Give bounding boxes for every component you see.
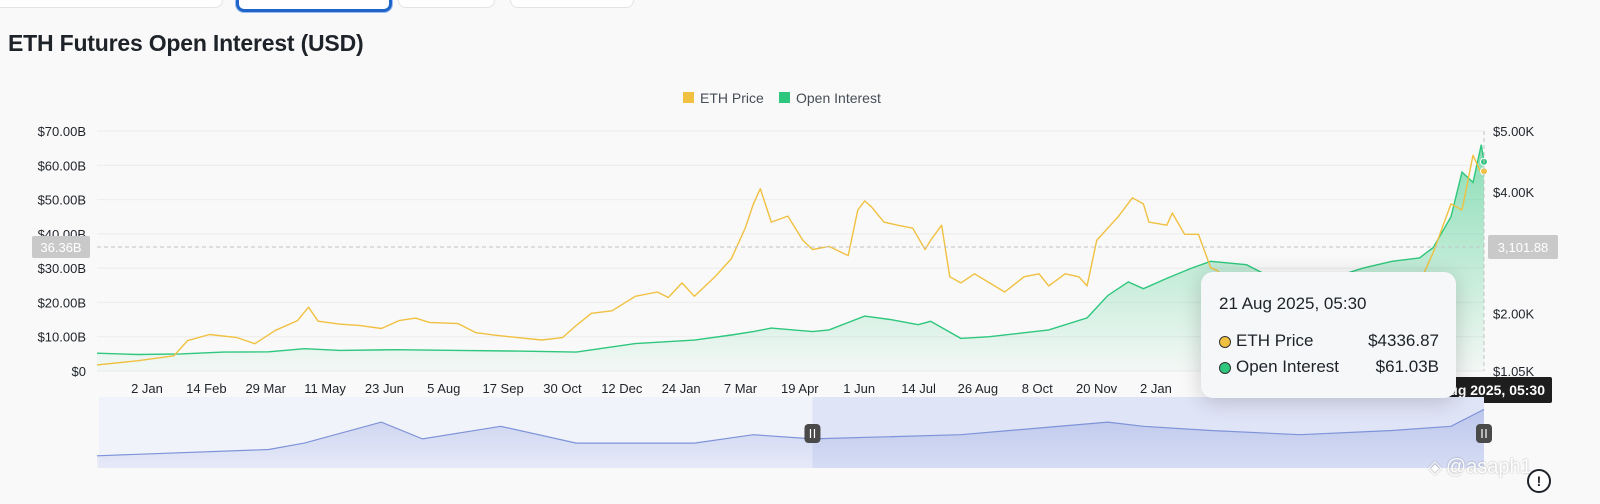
tooltip-value-open-interest: $61.03B — [1375, 357, 1439, 376]
watermark-text: @asaph1 — [1445, 456, 1532, 478]
left-tick-20-00b: $20.00B — [38, 295, 86, 310]
legend-eth-price: ETH Price — [700, 90, 764, 106]
x-tick-8-oct-15: 8 Oct — [1022, 381, 1053, 396]
right-tick-5-00k: $5.00K — [1493, 124, 1535, 139]
x-tick-23-jun-4: 23 Jun — [365, 381, 404, 396]
info-icon[interactable]: ! — [1527, 469, 1551, 493]
x-tick-7-mar-10: 7 Mar — [724, 381, 758, 396]
right-tick-4-00k: $4.00K — [1493, 185, 1535, 200]
legend-swatch-eth-price — [683, 92, 694, 103]
legend: ETH Price Open Interest — [683, 90, 881, 106]
x-tick-30-oct-7: 30 Oct — [543, 381, 582, 396]
tooltip: 21 Aug 2025, 05:30 ETH Price $4336.87 Op… — [1201, 272, 1456, 398]
x-tick-2-jan-17: 2 Jan — [1140, 381, 1172, 396]
page-title: ETH Futures Open Interest (USD) — [8, 30, 364, 56]
navigator-left-handle[interactable] — [804, 424, 821, 443]
open-interest-dot — [1219, 362, 1231, 374]
left-tick-30-00b: $30.00B — [38, 261, 86, 276]
watermark: ◈ @asaph1 — [1428, 456, 1532, 479]
tooltip-label-eth-price: ETH Price — [1236, 331, 1314, 350]
open-interest-area — [97, 144, 1484, 371]
navigator — [96, 397, 1492, 468]
left-y-axis: $0$10.00B$20.00B$30.00B$40.00B$50.00B$60… — [38, 124, 86, 379]
x-tick-1-jun-12: 1 Jun — [843, 381, 875, 396]
x-tick-14-jul-13: 14 Jul — [901, 381, 936, 396]
crosshair-left-label-bg — [32, 236, 90, 258]
right-tick-2-00k: $2.00K — [1493, 306, 1535, 321]
left-tick-60-00b: $60.00B — [38, 158, 86, 173]
x-tick-12-dec-8: 12 Dec — [601, 381, 643, 396]
x-tick-2-jan-0: 2 Jan — [131, 381, 163, 396]
legend-open-interest: Open Interest — [796, 90, 881, 106]
x-tick-11-may-3: 11 May — [304, 381, 346, 396]
x-tick-24-jan-9: 24 Jan — [662, 381, 701, 396]
left-tick-10-00b: $10.00B — [38, 330, 86, 345]
tooltip-time: 21 Aug 2025, 05:30 — [1219, 294, 1367, 313]
x-tick-26-aug-14: 26 Aug — [958, 381, 999, 396]
crosshair-right-label: 3,101.88 — [1498, 240, 1549, 255]
eth-price-dot — [1219, 336, 1231, 348]
navigator-right-handle[interactable] — [1476, 424, 1492, 443]
open-interest-line — [96, 144, 1485, 356]
tooltip-row-eth-price: ETH Price $4336.87 — [1219, 331, 1439, 353]
left-tick-50-00b: $50.00B — [38, 193, 86, 208]
crosshair-right-label-bg — [1488, 235, 1558, 259]
left-tick-70-00b: $70.00B — [38, 124, 86, 139]
crosshair-left-label: 36.36B — [40, 240, 81, 255]
x-tick-14-feb-1: 14 Feb — [186, 381, 226, 396]
right-tick-1-05k: $1.05K — [1493, 364, 1535, 379]
tooltip-row-open-interest: Open Interest $61.03B — [1219, 357, 1439, 379]
x-tick-5-aug-5: 5 Aug — [427, 381, 460, 396]
tooltip-value-eth-price: $4336.87 — [1368, 331, 1439, 350]
x-tick-19-apr-11: 19 Apr — [781, 381, 819, 396]
binance-logo-icon: ◈ — [1428, 457, 1442, 477]
legend-swatch-open-interest — [779, 92, 790, 103]
x-tick-17-sep-6: 17 Sep — [482, 381, 523, 396]
tooltip-label-open-interest: Open Interest — [1236, 357, 1340, 376]
top-tab-active[interactable] — [236, 0, 392, 12]
x-tick-29-mar-2: 29 Mar — [245, 381, 286, 396]
navigator-area — [97, 409, 1484, 468]
x-tick-20-nov-16: 20 Nov — [1076, 381, 1118, 396]
left-tick-0: $0 — [72, 364, 86, 379]
x-axis: 2 Jan 14 Feb 29 Mar 11 May 23 Jun 5 Aug 17 Sep… — [131, 381, 1172, 396]
navigator-line — [96, 408, 1485, 457]
